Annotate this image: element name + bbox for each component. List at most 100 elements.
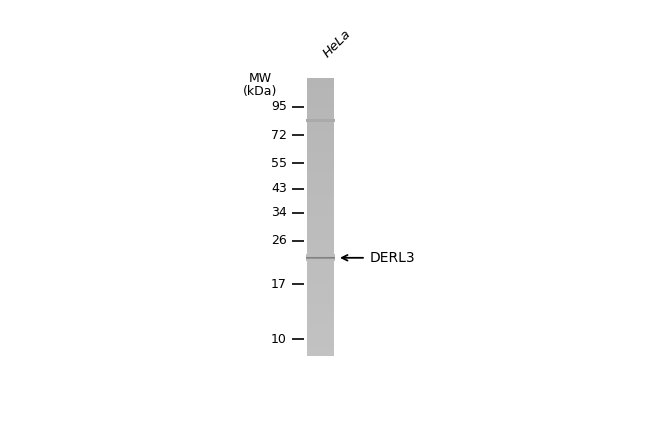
Bar — [307, 134, 334, 136]
Bar — [307, 85, 334, 87]
Bar — [307, 247, 334, 249]
Bar — [307, 231, 334, 233]
Bar — [307, 106, 334, 108]
Bar — [307, 101, 334, 104]
Bar — [307, 185, 334, 187]
Bar — [307, 319, 334, 322]
Bar — [307, 152, 334, 154]
Bar — [307, 162, 334, 164]
Text: 26: 26 — [271, 234, 287, 247]
Bar — [307, 238, 334, 240]
Bar — [307, 194, 334, 196]
Bar — [307, 97, 334, 99]
Bar — [307, 217, 334, 219]
Bar — [307, 229, 334, 231]
Bar — [307, 122, 334, 124]
Bar — [307, 284, 334, 287]
Bar — [307, 308, 334, 310]
Bar — [307, 326, 334, 328]
Bar — [307, 143, 334, 146]
Bar — [307, 90, 334, 92]
Bar — [307, 296, 334, 298]
Bar — [307, 219, 334, 222]
Bar — [307, 146, 334, 148]
Bar — [307, 104, 334, 106]
Bar — [307, 166, 334, 168]
Bar — [307, 261, 334, 263]
Bar — [307, 182, 334, 185]
Bar — [307, 280, 334, 282]
Bar — [307, 236, 334, 238]
Bar — [307, 324, 334, 326]
Bar — [307, 294, 334, 296]
Bar — [307, 300, 334, 303]
Bar — [307, 201, 334, 203]
Bar — [306, 119, 335, 122]
Bar — [307, 78, 334, 81]
Bar — [307, 249, 334, 252]
Bar — [307, 291, 334, 294]
Text: (kDa): (kDa) — [243, 85, 278, 98]
Bar — [307, 344, 334, 347]
Text: 95: 95 — [271, 100, 287, 113]
Bar — [307, 310, 334, 312]
Bar — [307, 196, 334, 199]
Bar — [307, 141, 334, 143]
Bar — [307, 266, 334, 268]
Bar — [307, 245, 334, 247]
Bar — [307, 164, 334, 166]
Bar — [307, 199, 334, 201]
Bar — [307, 312, 334, 314]
Bar — [307, 243, 334, 245]
Bar — [307, 213, 334, 215]
Bar — [307, 257, 334, 259]
Bar — [307, 342, 334, 344]
Bar — [307, 210, 334, 213]
Bar — [307, 176, 334, 178]
Bar — [307, 148, 334, 150]
Bar — [307, 227, 334, 229]
Bar — [307, 254, 334, 257]
Bar — [307, 192, 334, 194]
Bar — [307, 222, 334, 224]
Bar — [307, 168, 334, 171]
Bar — [307, 127, 334, 129]
Bar — [307, 303, 334, 305]
Bar — [307, 178, 334, 180]
Bar — [307, 298, 334, 300]
Bar — [307, 203, 334, 206]
Bar — [307, 138, 334, 141]
Bar — [307, 349, 334, 352]
Bar — [307, 150, 334, 152]
Bar — [307, 206, 334, 208]
Bar — [307, 87, 334, 90]
Bar — [307, 173, 334, 176]
Bar — [307, 328, 334, 330]
Bar — [307, 317, 334, 319]
Bar — [307, 180, 334, 182]
Text: MW: MW — [248, 72, 272, 85]
Bar — [307, 136, 334, 138]
Bar — [307, 273, 334, 275]
Bar — [307, 252, 334, 254]
Bar — [307, 124, 334, 127]
Bar — [307, 330, 334, 333]
Bar — [307, 347, 334, 349]
Text: 34: 34 — [271, 206, 287, 219]
Text: DERL3: DERL3 — [369, 251, 415, 265]
Bar — [307, 233, 334, 236]
Bar — [307, 282, 334, 284]
Bar — [307, 111, 334, 113]
Text: 72: 72 — [271, 129, 287, 142]
Bar — [307, 322, 334, 324]
Bar — [307, 81, 334, 83]
Bar — [307, 108, 334, 111]
Bar — [307, 305, 334, 308]
Bar — [307, 335, 334, 338]
Bar — [307, 277, 334, 280]
Bar — [307, 115, 334, 118]
Bar — [307, 352, 334, 354]
Bar — [307, 333, 334, 335]
Bar — [307, 189, 334, 192]
Bar — [307, 338, 334, 340]
